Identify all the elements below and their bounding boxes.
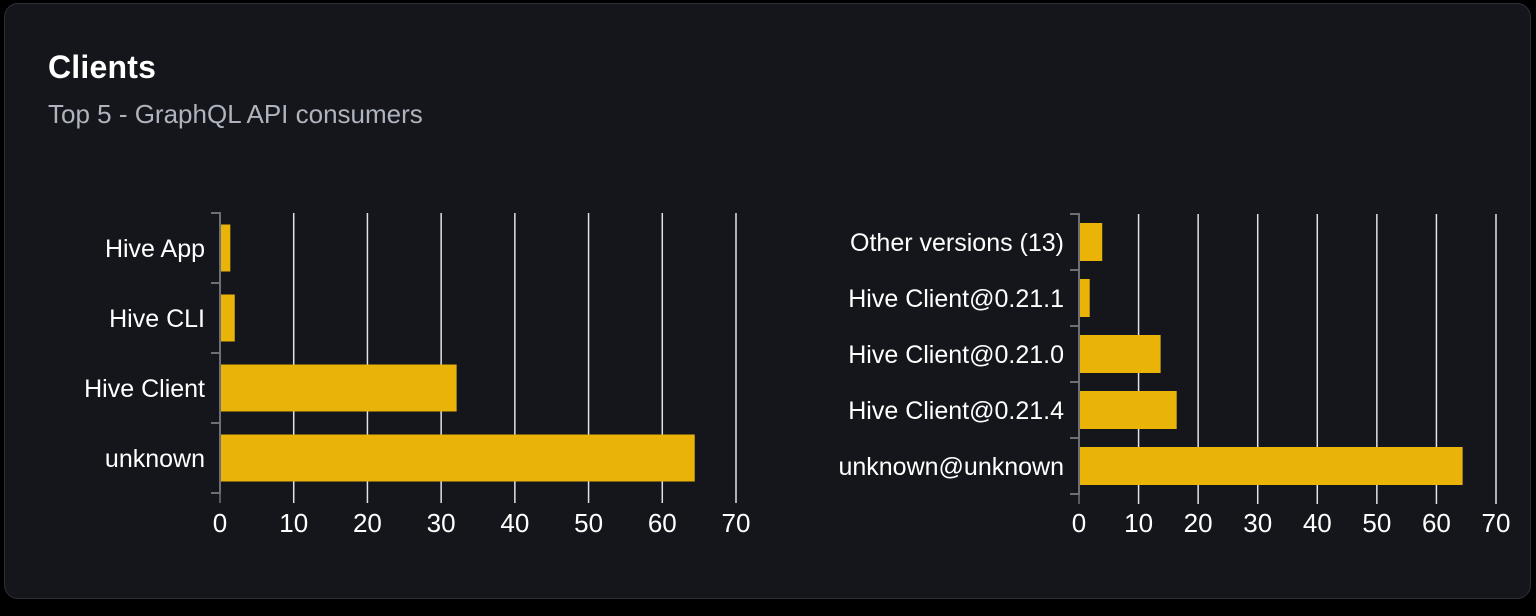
x-tick-label-70: 70 — [1482, 508, 1511, 538]
x-tick-label-40: 40 — [500, 508, 529, 538]
clients-card: Clients Top 5 - GraphQL API consumers Hi… — [4, 3, 1531, 599]
category-label-other-versions-13: Other versions (13) — [850, 229, 1064, 257]
x-tick-label-70: 70 — [722, 508, 751, 538]
x-tick-label-20: 20 — [1184, 508, 1213, 538]
x-tick-label-30: 30 — [1243, 508, 1272, 538]
bar-other-versions-13[interactable] — [1079, 223, 1103, 261]
clients-bar-chart: Hive App Hive CLI Hive Client unknown 0 10 20 3… — [84, 212, 751, 538]
category-label-hive-client: Hive Client — [84, 375, 205, 403]
x-tick-label-10: 10 — [1124, 508, 1153, 538]
x-tick-label-0: 0 — [1072, 508, 1086, 538]
y-axis-line — [211, 212, 221, 494]
x-tick-label-10: 10 — [279, 508, 308, 538]
x-tick-label-50: 50 — [1362, 508, 1391, 538]
charts-overlay: Hive App Hive CLI Hive Client unknown 0 10 20 3… — [84, 212, 1511, 538]
card-subtitle: Top 5 - GraphQL API consumers — [48, 99, 423, 129]
bar-hive-client-0-21-1[interactable] — [1079, 279, 1090, 317]
bar-unknown-unknown[interactable] — [1079, 447, 1463, 485]
x-tick-label-50: 50 — [574, 508, 603, 538]
client-versions-bar-chart: Other versions (13) Hive Client@0.21.1 Hiv… — [838, 213, 1511, 538]
category-label-hive-client-0-21-4: Hive Client@0.21.4 — [848, 397, 1064, 425]
category-label-hive-client-0-21-0: Hive Client@0.21.0 — [848, 341, 1064, 369]
x-tick-label-0: 0 — [213, 508, 227, 538]
bar-hive-app[interactable] — [220, 224, 231, 272]
category-label-hive-cli: Hive CLI — [109, 305, 205, 333]
card-title: Clients — [48, 49, 157, 85]
bar-hive-client-0-21-4[interactable] — [1079, 391, 1177, 429]
bar-hive-client[interactable] — [220, 364, 457, 412]
x-tick-label-60: 60 — [1422, 508, 1451, 538]
bar-hive-client-0-21-0[interactable] — [1079, 335, 1161, 373]
x-tick-label-60: 60 — [648, 508, 677, 538]
bar-hive-cli[interactable] — [220, 294, 235, 342]
x-tick-label-20: 20 — [353, 508, 382, 538]
bar-unknown[interactable] — [220, 434, 695, 482]
category-label-hive-app: Hive App — [105, 235, 205, 263]
category-label-unknown-unknown: unknown@unknown — [838, 453, 1064, 481]
category-label-unknown: unknown — [105, 445, 205, 473]
x-tick-label-30: 30 — [427, 508, 456, 538]
category-label-hive-client-0-21-1: Hive Client@0.21.1 — [848, 285, 1064, 313]
y-axis-line — [1070, 213, 1080, 495]
x-tick-label-40: 40 — [1303, 508, 1332, 538]
